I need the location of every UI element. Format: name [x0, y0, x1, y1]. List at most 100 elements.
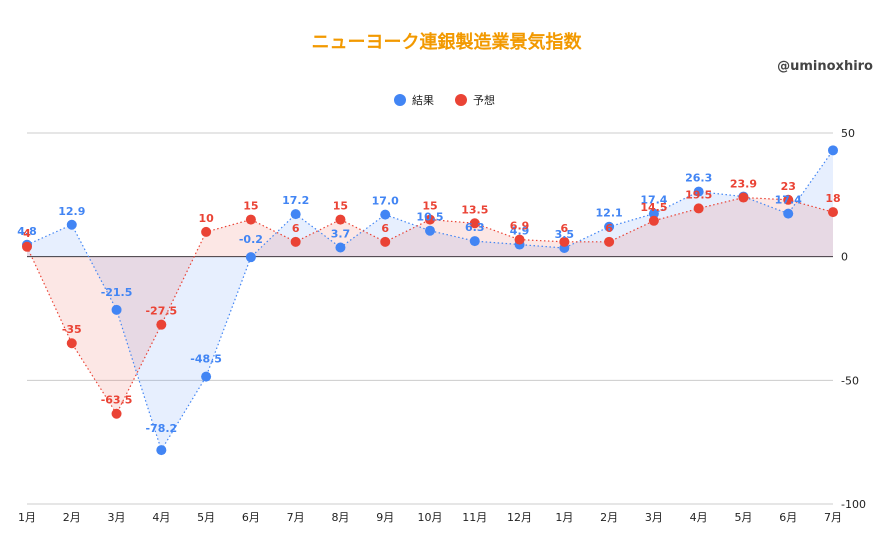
x-axis: 1月 2月 3月 4月 5月 6月 7月 8月 9月 10月 11月 12月 1月 2月 3月 4月 5月 6月 7…	[18, 511, 842, 524]
data-point	[514, 234, 525, 245]
data-label: 6	[605, 222, 613, 235]
series-area-2	[27, 197, 833, 414]
data-labels: 4.8 12.9 -21.5 -78.2 -48.5 -0.2 17.2 3.7 17.0 10.…	[17, 172, 840, 435]
y-axis: 50 0 -50 -100	[841, 127, 866, 511]
data-label: 15	[333, 200, 348, 213]
data-label: 10.5	[416, 211, 443, 224]
data-point	[380, 209, 391, 220]
x-tick-label: 8月	[331, 511, 349, 524]
data-point	[22, 241, 32, 252]
data-point	[828, 145, 838, 156]
x-tick-label: 7月	[287, 511, 305, 524]
data-label: 13.5	[461, 203, 488, 216]
data-label: 26.3	[685, 172, 712, 185]
x-tick-label: 5月	[734, 511, 752, 524]
data-label: 17.4	[640, 194, 667, 207]
x-tick-label: 2月	[63, 511, 81, 524]
data-label: 15	[422, 200, 437, 213]
x-tick-label: 5月	[197, 511, 215, 524]
data-label: -27.5	[145, 305, 177, 318]
legend-label: 予想	[473, 93, 495, 107]
y-tick-label: -100	[841, 498, 866, 511]
data-label: -21.5	[101, 286, 133, 299]
x-tick-label: 10月	[418, 511, 443, 524]
data-label: 19.5	[685, 188, 712, 201]
x-tick-label: 2月	[600, 511, 618, 524]
data-point	[290, 209, 301, 220]
chart-title: ニューヨーク連銀製造業景気指数	[311, 32, 582, 53]
data-label: 12.9	[58, 205, 85, 218]
data-label: -35	[62, 323, 82, 336]
x-tick-label: 4月	[690, 511, 708, 524]
x-tick-label: 3月	[108, 511, 126, 524]
data-point	[111, 408, 122, 419]
data-label: -78.2	[145, 422, 177, 435]
data-point	[783, 194, 794, 205]
data-label: 3.5	[555, 228, 575, 241]
data-label: 6	[561, 222, 569, 235]
data-label: 4.8	[17, 225, 37, 238]
data-label: 6.3	[465, 221, 485, 234]
data-label: -48.5	[190, 353, 222, 366]
data-point	[425, 214, 435, 225]
data-point	[783, 208, 794, 219]
data-point	[648, 208, 659, 219]
data-point	[335, 242, 346, 253]
data-label: 23.9	[730, 178, 757, 191]
data-label: 17.4	[775, 194, 802, 207]
data-label: 17.0	[372, 195, 399, 208]
x-tick-label: 6月	[242, 511, 260, 524]
data-label: 10	[198, 212, 214, 225]
data-point	[156, 319, 167, 330]
data-point	[648, 215, 659, 226]
data-point	[828, 207, 838, 218]
legend-marker	[455, 94, 467, 106]
x-tick-label: 9月	[376, 511, 394, 524]
legend: 結果 予想	[394, 93, 495, 107]
data-point	[201, 226, 212, 237]
data-label: 15	[243, 200, 258, 213]
data-point	[559, 236, 570, 247]
data-label: 3.7	[331, 228, 351, 241]
data-points	[22, 145, 838, 456]
data-point	[425, 225, 435, 236]
data-label: 6	[292, 222, 300, 235]
data-label: -63.5	[101, 394, 133, 407]
series-areas	[27, 150, 833, 451]
data-point	[290, 236, 301, 247]
data-point	[738, 192, 749, 203]
data-point	[111, 304, 122, 315]
data-label: 4	[23, 227, 31, 240]
data-point	[380, 236, 391, 247]
data-point	[245, 214, 256, 225]
x-tick-label: 11月	[462, 511, 487, 524]
gridlines	[27, 132, 833, 505]
data-point	[66, 338, 77, 349]
data-point	[693, 186, 704, 197]
x-tick-label: 6月	[779, 511, 797, 524]
data-point	[66, 219, 77, 230]
data-point	[469, 218, 480, 229]
data-label: 17.2	[282, 194, 309, 207]
x-tick-label: 7月	[824, 511, 842, 524]
data-label: -0.2	[239, 233, 263, 246]
data-point	[604, 236, 615, 247]
series-area-1	[27, 150, 833, 451]
data-point	[156, 445, 167, 456]
data-point	[693, 203, 704, 214]
x-tick-label: 3月	[645, 511, 663, 524]
data-label: 4.9	[510, 225, 530, 238]
data-point	[604, 221, 615, 232]
legend-marker	[394, 94, 406, 106]
data-label: 14.5	[640, 201, 667, 214]
y-tick-label: -50	[841, 374, 859, 387]
x-tick-label: 12月	[507, 511, 532, 524]
data-point	[469, 236, 480, 247]
x-tick-label: 4月	[152, 511, 170, 524]
y-tick-label: 0	[841, 251, 848, 264]
legend-label: 結果	[412, 93, 434, 107]
y-tick-label: 50	[841, 127, 855, 140]
data-label: 6	[381, 222, 389, 235]
data-label: 23	[781, 180, 796, 193]
